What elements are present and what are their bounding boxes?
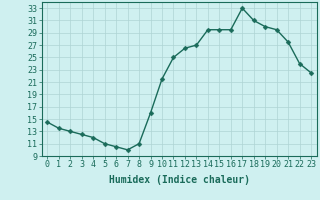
X-axis label: Humidex (Indice chaleur): Humidex (Indice chaleur)	[109, 175, 250, 185]
